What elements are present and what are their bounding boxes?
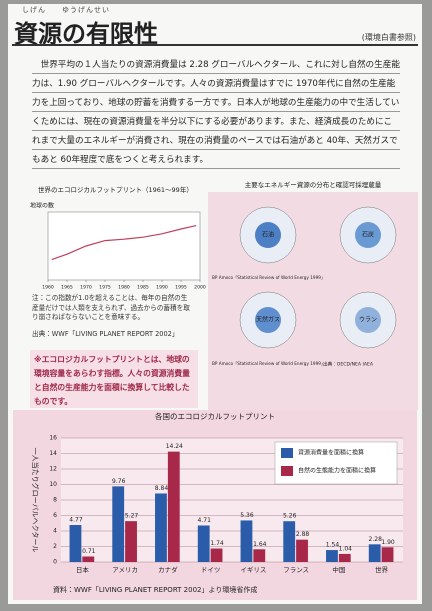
x-tick-label: フランス: [283, 566, 309, 574]
bar: [240, 520, 253, 562]
y-tick-label: 12: [49, 466, 57, 473]
y-tick-label: 14: [49, 450, 57, 457]
x-tick-label: 2000: [194, 285, 206, 291]
x-tick-label: 1965: [61, 285, 73, 291]
value-label: 1.04: [339, 545, 353, 552]
line: [51, 225, 197, 261]
source: BP Amoco「Statistical Review of World Ene…: [212, 275, 325, 280]
resource-label: 天然ガス: [256, 316, 280, 324]
y-label: 一人当たりグローバルヘクタール: [31, 448, 40, 553]
resource-label: ウラン: [359, 316, 377, 324]
y-tick-label: 16: [49, 435, 57, 442]
x-tick-label: イギリス: [240, 566, 266, 574]
footprint-chart: 世界のエコロジカルフットプリント（1961～99年） 地球の数 1960 1965 19…: [30, 185, 206, 291]
resource-label: 石炭: [362, 231, 374, 239]
value-label: 4.77: [69, 517, 83, 524]
x-tick-label: 中国: [332, 565, 345, 574]
bar: [82, 556, 95, 562]
value-label: 5.27: [125, 513, 139, 520]
source: 資料：WWF「LIVING PLANET REPORT 2002」より環境省作成: [53, 585, 257, 594]
x-tick-label: 日本: [76, 565, 90, 574]
bar: [296, 539, 308, 562]
value-label: 1.74: [210, 540, 224, 547]
x-tick-label: アメリカ: [112, 566, 138, 574]
source: 出典：OECD/NEA IAEA: [323, 361, 374, 368]
note-box-text: ※エコロジカルフットプリントとは、地球の環境容量をあらわす指標。人々の資源消費量…: [34, 355, 190, 406]
header-source: (環境白書参照): [361, 33, 416, 42]
legend-box: [274, 441, 398, 485]
x-tick-label: 世界: [375, 565, 389, 574]
chart-note: 注：この指数が1.0を超えることは、毎年の自然の生産量だけでは人類を支えられず、…: [32, 294, 190, 321]
value-label: 5.26: [283, 513, 297, 520]
note-box: [30, 350, 198, 408]
legend-label: 自然の生態能力を面積に換算: [298, 467, 376, 475]
y-tick-label: 4: [53, 528, 57, 535]
value-label: 4.71: [198, 517, 212, 524]
x-tick-label: 1960: [42, 285, 54, 291]
y-tick-label: 0: [53, 559, 57, 566]
title: 資源の有限性: [14, 20, 158, 48]
bar: [155, 493, 167, 562]
x-tick-label: 1990: [156, 285, 168, 291]
bar: [69, 525, 82, 562]
bar: [368, 544, 381, 562]
bar-chart: 各国のエコロジカルフットプリント 0 2 4 6 8 10 12 14 16 一人当たりグローバルヘ…: [13, 410, 417, 600]
donut-core: [355, 307, 381, 333]
value-label: 14.24: [166, 443, 183, 450]
y-tick-label: 6: [53, 512, 57, 519]
value-label: 0.71: [82, 548, 96, 555]
legend-swatch: [281, 448, 293, 458]
bar: [112, 486, 125, 562]
source: BP Amoco「Statistical Review of World Ene…: [212, 361, 325, 366]
bar: [167, 451, 180, 562]
value-label: 1.90: [381, 539, 395, 546]
body-text: 世界平均の１人当たりの資源消費量は 2.28 グローバルヘクタール、これに対し自…: [32, 56, 400, 170]
y-label: 地球の数: [30, 202, 54, 210]
donut-core: [355, 222, 381, 248]
legend-swatch: [281, 466, 293, 476]
value-label: 1.64: [253, 541, 267, 548]
bar: [326, 550, 338, 562]
y-tick-label: 8: [53, 497, 57, 504]
y-tick-label: 10: [49, 481, 57, 488]
plot-bg: [47, 211, 201, 281]
bar: [283, 521, 296, 562]
value-label: 2.88: [296, 531, 310, 538]
chart-title: 主要なエネルギー資源の分布と確認可採埋蔵量: [245, 180, 382, 189]
x-tick-label: 1980: [118, 285, 130, 291]
value-label: 9.76: [112, 478, 126, 485]
x-tick-label: ドイツ: [201, 566, 221, 574]
x-tick-label: 1995: [175, 285, 187, 291]
chart-source: 出典：WWF「LIVING PLANET REPORT 2002」: [32, 330, 179, 338]
header-rule: [12, 44, 418, 46]
bar: [338, 553, 351, 562]
value-label: 5.36: [240, 512, 254, 519]
bar: [197, 525, 210, 562]
value-label: 1.54: [326, 542, 340, 549]
chart-title: 各国のエコロジカルフットプリント: [155, 411, 275, 421]
x-tick-label: 1970: [80, 285, 92, 291]
value-label: 2.28: [369, 536, 383, 543]
bar: [125, 521, 137, 562]
donut-core: [255, 222, 281, 248]
x-tick-label: 1985: [137, 285, 149, 291]
bar: [381, 547, 394, 562]
chart-title: 世界のエコロジカルフットプリント（1961～99年）: [38, 185, 193, 194]
x-tick-label: 1975: [99, 285, 111, 291]
legend-label: 資源消費量を面積に換算: [298, 449, 364, 457]
bar: [210, 548, 223, 562]
bar: [253, 549, 266, 562]
resource-label: 石油: [262, 231, 274, 239]
title-ruby: しげん ゆうげんせい: [22, 6, 110, 14]
donut-core: [255, 307, 281, 333]
value-label: 8.84: [155, 485, 169, 492]
x-tick-label: カナダ: [158, 565, 178, 574]
poster: しげん ゆうげんせい 資源の有限性 (環境白書参照) 世界平均の１人当たりの資源…: [8, 4, 422, 604]
y-tick-label: 2: [53, 543, 57, 550]
